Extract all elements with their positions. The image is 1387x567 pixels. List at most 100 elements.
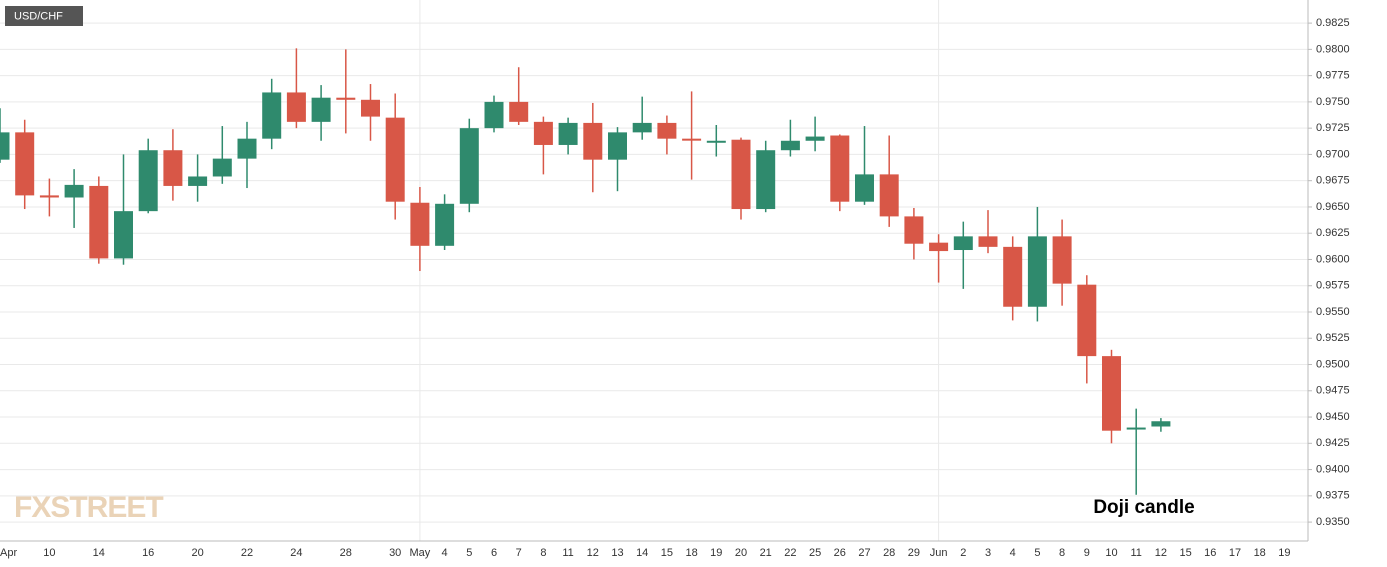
candle-body bbox=[879, 174, 899, 217]
x-tick-label: 29 bbox=[908, 547, 920, 559]
y-tick-label: 0.9625 bbox=[1316, 227, 1350, 239]
x-tick-label: 10 bbox=[43, 547, 55, 559]
candle-body bbox=[830, 135, 850, 202]
x-tick-label: 20 bbox=[191, 547, 203, 559]
candle-body bbox=[855, 174, 874, 202]
y-tick-label: 0.9525 bbox=[1316, 332, 1350, 344]
y-tick-label: 0.9775 bbox=[1316, 70, 1350, 82]
candle-body bbox=[484, 101, 504, 129]
candle-body bbox=[731, 139, 751, 210]
x-tick-label: 10 bbox=[1105, 547, 1117, 559]
x-tick-label: Apr bbox=[0, 547, 17, 559]
x-tick-label: 18 bbox=[685, 547, 697, 559]
x-tick-label: 21 bbox=[760, 547, 772, 559]
candle-body bbox=[0, 132, 10, 160]
candle-body bbox=[188, 176, 208, 186]
x-tick-label: 11 bbox=[1130, 547, 1141, 559]
x-tick-label: 25 bbox=[809, 547, 821, 559]
candle-body bbox=[39, 195, 59, 198]
candle-body bbox=[15, 132, 35, 196]
x-tick-label: 8 bbox=[540, 547, 546, 559]
candle-body bbox=[509, 101, 529, 122]
candle-body bbox=[756, 150, 776, 210]
candle-body bbox=[89, 185, 109, 259]
candle-body bbox=[583, 122, 603, 160]
x-tick-label: 27 bbox=[858, 547, 870, 559]
x-tick-label: 4 bbox=[1010, 547, 1016, 559]
candle-body bbox=[608, 132, 627, 160]
x-tick-label: 26 bbox=[834, 547, 846, 559]
candle-body bbox=[978, 236, 998, 247]
x-tick-label: 14 bbox=[93, 547, 105, 559]
watermark: FXSTREET bbox=[14, 491, 163, 524]
y-tick-label: 0.9400 bbox=[1316, 463, 1350, 475]
candle-body bbox=[163, 150, 183, 186]
candle-body bbox=[657, 122, 677, 139]
x-tick-label: May bbox=[410, 547, 431, 559]
x-tick-label: 2 bbox=[960, 547, 966, 559]
y-tick-label: 0.9750 bbox=[1316, 96, 1350, 108]
candle-body bbox=[262, 92, 282, 139]
x-tick-label: 18 bbox=[1254, 547, 1266, 559]
candle-body bbox=[1126, 427, 1146, 430]
x-tick-label: 28 bbox=[340, 547, 352, 559]
candles bbox=[0, 48, 1171, 495]
x-tick-label: 7 bbox=[516, 547, 522, 559]
candle-body bbox=[212, 158, 232, 177]
candle-body bbox=[385, 117, 405, 202]
y-tick-label: 0.9600 bbox=[1316, 253, 1350, 265]
candle-body bbox=[459, 128, 479, 204]
x-tick-label: 28 bbox=[883, 547, 895, 559]
candle-body bbox=[682, 138, 702, 141]
x-tick-label: 16 bbox=[1204, 547, 1216, 559]
x-tick-label: 16 bbox=[142, 547, 154, 559]
x-tick-label: 3 bbox=[985, 547, 991, 559]
x-tick-label: 20 bbox=[735, 547, 747, 559]
x-tick-label: 9 bbox=[1084, 547, 1090, 559]
y-tick-label: 0.9350 bbox=[1316, 516, 1350, 528]
candle-body bbox=[286, 92, 306, 122]
x-tick-label: 5 bbox=[1034, 547, 1040, 559]
candle-body bbox=[114, 211, 133, 259]
y-tick-label: 0.9825 bbox=[1316, 17, 1350, 29]
y-tick-label: 0.9725 bbox=[1316, 122, 1350, 134]
candle-body bbox=[632, 122, 652, 133]
x-tick-label: Jun bbox=[930, 547, 948, 559]
x-tick-label: 13 bbox=[611, 547, 623, 559]
y-tick-label: 0.9575 bbox=[1316, 280, 1350, 292]
x-tick-label: 30 bbox=[389, 547, 401, 559]
y-tick-label: 0.9425 bbox=[1316, 437, 1350, 449]
x-tick-label: 6 bbox=[491, 547, 497, 559]
y-tick-label: 0.9700 bbox=[1316, 148, 1350, 160]
grid bbox=[0, 0, 1308, 541]
candle-body bbox=[435, 203, 455, 246]
title-box bbox=[5, 6, 83, 26]
candle-body bbox=[1077, 284, 1097, 357]
x-tick-label: 12 bbox=[1155, 547, 1167, 559]
y-tick-label: 0.9475 bbox=[1316, 385, 1350, 397]
x-tick-label: 15 bbox=[661, 547, 673, 559]
candle-body bbox=[311, 97, 331, 122]
x-tick-label: 15 bbox=[1179, 547, 1191, 559]
candle-body bbox=[805, 136, 825, 141]
annotation: Doji candle bbox=[1093, 497, 1194, 518]
candle-body bbox=[904, 216, 924, 244]
x-tick-label: 4 bbox=[442, 547, 448, 559]
chart-title: USD/CHF bbox=[14, 10, 63, 22]
y-tick-label: 0.9500 bbox=[1316, 358, 1350, 370]
candle-body bbox=[361, 99, 380, 117]
y-tick-label: 0.9550 bbox=[1316, 306, 1350, 318]
candle-body bbox=[533, 121, 553, 145]
x-tick-label: 14 bbox=[636, 547, 648, 559]
x-tick-label: 22 bbox=[241, 547, 253, 559]
y-tick-label: 0.9675 bbox=[1316, 175, 1350, 187]
plot-area bbox=[0, 0, 1308, 541]
candle-body bbox=[1052, 236, 1072, 284]
x-tick-label: 19 bbox=[1278, 547, 1290, 559]
x-tick-label: 24 bbox=[290, 547, 302, 559]
x-tick-label: 19 bbox=[710, 547, 722, 559]
candle-body bbox=[558, 122, 578, 145]
x-tick-label: 8 bbox=[1059, 547, 1065, 559]
